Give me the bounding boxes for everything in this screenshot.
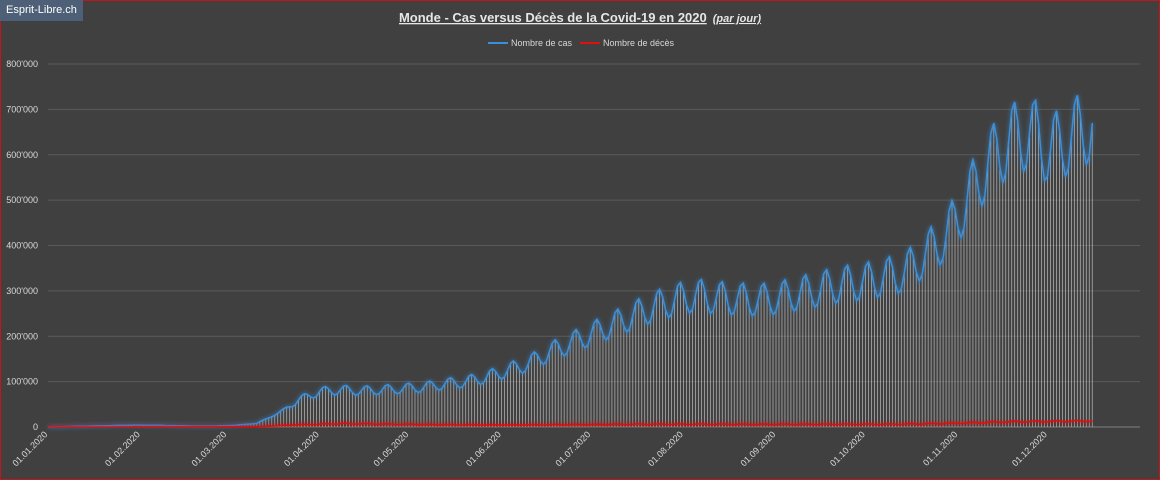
chart-title-note: (par jour) xyxy=(713,13,762,25)
y-tick-label: 800'000 xyxy=(6,59,38,69)
chart-title-main: Monde - Cas versus Décès de la Covid-19 … xyxy=(399,10,707,25)
x-tick-label: 01.07.2020 xyxy=(554,429,593,468)
x-tick-label: 01.05.2020 xyxy=(372,429,411,468)
x-tick-label: 01.06.2020 xyxy=(464,429,503,468)
y-tick-label: 500'000 xyxy=(6,195,38,205)
y-tick-label: 700'000 xyxy=(6,104,38,114)
series-line-deaths xyxy=(48,419,1093,428)
series-lines xyxy=(47,95,1094,428)
y-tick-label: 300'000 xyxy=(6,286,38,296)
y-tick-label: 200'000 xyxy=(6,331,38,341)
y-tick-label: 100'000 xyxy=(6,377,38,387)
y-axis: 0 100'000 200'000 300'000 400'000 500'000 600'… xyxy=(6,59,38,432)
y-tick-label: 400'000 xyxy=(6,241,38,251)
x-tick-label: 01.12.2020 xyxy=(1010,429,1049,468)
y-tick-label: 600'000 xyxy=(6,150,38,160)
drop-lines xyxy=(50,95,1093,427)
x-tick-label: 01.03.2020 xyxy=(190,429,229,468)
x-tick-label: 01.04.2020 xyxy=(282,429,321,468)
brand-label[interactable]: Esprit-Libre.ch xyxy=(0,0,83,21)
x-tick-label: 01.08.2020 xyxy=(646,429,685,468)
legend-label: Nombre de décès xyxy=(603,38,675,48)
chart-title: Monde - Cas versus Décès de la Covid-19 … xyxy=(399,10,761,25)
x-tick-label: 01.02.2020 xyxy=(103,429,142,468)
legend: Nombre de cas Nombre de décès xyxy=(488,38,675,48)
y-tick-label: 0 xyxy=(33,422,38,432)
x-tick-label: 01.01.2020 xyxy=(10,429,49,468)
x-tick-label: 01.10.2020 xyxy=(828,429,867,468)
series-line-cases xyxy=(47,95,1094,428)
legend-label: Nombre de cas xyxy=(511,38,573,48)
x-tick-label: 01.09.2020 xyxy=(738,429,777,468)
x-axis: 01.01.2020 01.02.2020 01.03.2020 01.04.2020… xyxy=(10,429,1048,468)
x-tick-label: 01.11.2020 xyxy=(921,429,959,467)
